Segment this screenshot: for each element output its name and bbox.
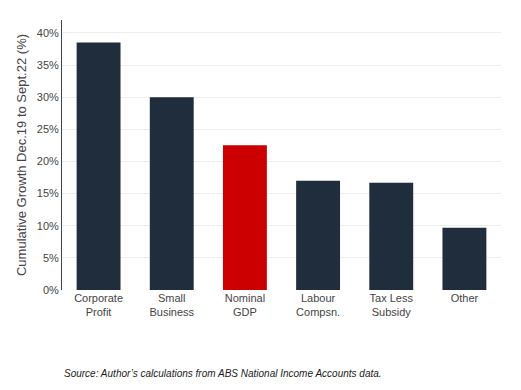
svg-text:Other: Other (451, 292, 479, 304)
svg-text:Cumulative Growth Dec.19 to Se: Cumulative Growth Dec.19 to Sept.22 (%) (14, 34, 29, 276)
svg-text:5%: 5% (43, 252, 59, 264)
svg-text:30%: 30% (37, 91, 59, 103)
svg-text:LabourCompsn.: LabourCompsn. (296, 292, 340, 318)
svg-text:0%: 0% (43, 284, 59, 296)
svg-text:CorporateProfit: CorporateProfit (74, 292, 123, 318)
svg-text:35%: 35% (37, 59, 59, 71)
svg-text:Tax LessSubsidy: Tax LessSubsidy (370, 292, 414, 318)
svg-text:25%: 25% (37, 123, 59, 135)
svg-text:20%: 20% (37, 155, 59, 167)
svg-text:15%: 15% (37, 187, 59, 199)
svg-text:40%: 40% (37, 27, 59, 39)
svg-text:SmallBusiness: SmallBusiness (149, 292, 194, 318)
svg-text:NominalGDP: NominalGDP (225, 292, 265, 318)
svg-text:10%: 10% (37, 220, 59, 232)
svg-text:Source: Author’s calculations: Source: Author’s calculations from ABS N… (64, 368, 382, 379)
